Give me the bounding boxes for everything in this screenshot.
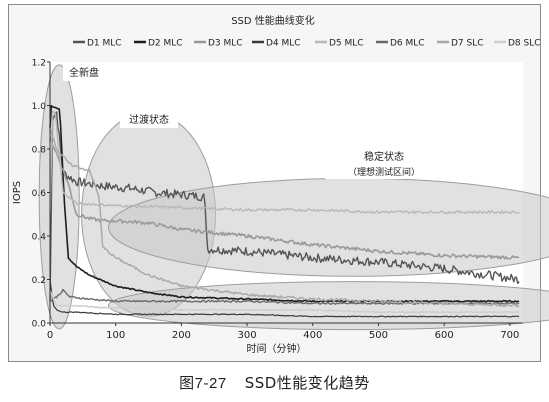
region-steady-low [108, 281, 549, 331]
y-tick-label: 0.4 [32, 233, 47, 243]
legend-label: D3 MLC [208, 39, 243, 49]
annotation-new-disk-bg [63, 63, 105, 81]
y-tick-label: 0.6 [32, 189, 47, 199]
x-tick-label: 700 [500, 330, 519, 341]
x-tick-label: 100 [106, 330, 125, 341]
x-tick-label: 0 [47, 330, 53, 341]
legend-label: D5 MLC [329, 39, 364, 49]
annotation-transition-bg [120, 110, 178, 128]
y-tick-label: 0.2 [32, 276, 46, 286]
y-tick-label: 0.8 [32, 146, 47, 156]
ssd-performance-chart: 0 100 200 300 400 500 600 700 0.0 0.2 0.4 0.6 0.8 1.0… [12, 14, 549, 355]
x-tick-label: 400 [303, 330, 322, 341]
region-new-disk [38, 64, 80, 330]
series-line-d1-mlc [49, 111, 520, 302]
x-tick-label: 200 [172, 330, 191, 341]
annotation-transition: 过渡状态 [129, 113, 169, 126]
series-line-d2-mlc [49, 104, 520, 303]
series-line-d4-mlc [49, 279, 520, 318]
x-tick-label: 300 [238, 330, 257, 341]
annotation-steady-sublabel: （理想测试区间） [348, 166, 420, 178]
x-tick-label: 600 [435, 330, 454, 341]
legend-label: D6 MLC [390, 39, 425, 49]
legend-label: D2 MLC [148, 39, 183, 49]
y-tick-label: 1.0 [32, 102, 47, 112]
series-line-d3-mlc [49, 136, 520, 260]
x-tick-label: 500 [369, 330, 388, 341]
figure-caption-text: SSD性能变化趋势 [244, 374, 370, 392]
legend-label: D1 MLC [87, 39, 122, 49]
annotation-steady: 稳定状态 [364, 150, 404, 163]
figure-number: 图7-27 [179, 375, 227, 392]
y-axis-label: IOPS [12, 181, 23, 204]
annotation-new-disk: 全新盘 [69, 66, 99, 79]
series-line-d8-slc [49, 290, 520, 314]
y-tick-label: 1.2 [32, 59, 46, 69]
figure-caption: 图7-27 SSD性能变化趋势 [0, 372, 549, 393]
legend-label: D4 MLC [266, 39, 301, 49]
series-line-d5-mlc [49, 110, 520, 216]
series-line-d7-slc [49, 128, 520, 308]
chart-title: SSD 性能曲线变化 [231, 14, 315, 27]
legend-label: D8 SLC [508, 39, 541, 49]
annotation-steady-bg [325, 147, 443, 179]
x-axis-label: 时间（分钟） [247, 342, 307, 355]
y-tick-label: 0.0 [32, 320, 47, 330]
legend-label: D7 SLC [451, 39, 484, 49]
